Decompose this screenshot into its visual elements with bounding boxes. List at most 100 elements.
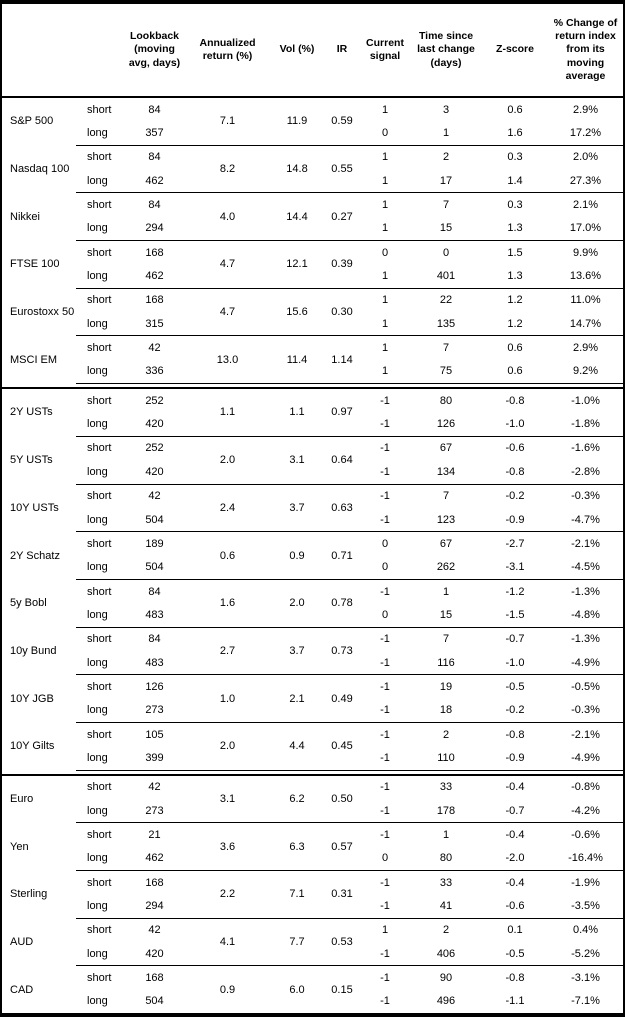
time-since-change-value: 90 [439,972,453,985]
pct-change-value: -3.5% [571,900,600,913]
group-divider [76,287,623,289]
group-divider [76,435,623,437]
leg-label: short [87,924,112,937]
zscore-value: -3.1 [505,561,525,574]
ir-value: 0.55 [331,163,353,176]
time-since-change-value: 0 [442,246,450,259]
ir-value: 0.59 [331,115,353,128]
annualized-return-value: 3.6 [219,840,236,853]
time-since-change-value: 80 [439,852,453,865]
zscore-value: 1.3 [507,222,523,235]
lookback-value: 294 [145,222,164,235]
lookback-value: 42 [148,342,161,355]
section-currencies: Euro short 42 -1 33 -0.4 -0.8% long 273 -1 178 -0.7… [2,776,623,1013]
lookback-value: 252 [145,442,164,455]
time-since-change-value: 15 [439,222,453,235]
group-divider [76,965,623,967]
lookback-value: 504 [145,995,164,1008]
zscore-value: 1.2 [507,294,523,307]
ir-value: 0.57 [331,840,353,853]
signal-value: -1 [380,513,390,526]
lookback-value: 315 [145,317,164,330]
signal-value: -1 [380,656,390,669]
ir-value: 0.71 [331,549,353,562]
annualized-return-value: 2.0 [219,454,236,467]
asset-group: AUD short 42 1 2 0.1 0.4% long 420 -1 406 -0.5 -5.2%… [2,919,623,966]
signal-value: 1 [381,365,389,378]
pct-change-value: -16.4% [568,852,603,865]
pct-change-value: -0.5% [571,680,600,693]
lookback-value: 84 [148,199,161,212]
asset-group: 5Y USTs short 252 -1 67 -0.6 -1.6% long 420 -1 134… [2,437,623,484]
time-since-change-value: 406 [436,947,456,960]
lookback-value: 462 [145,174,164,187]
time-since-change-value: 110 [437,751,455,764]
signal-value: 1 [381,222,389,235]
lookback-value: 105 [145,728,164,741]
lookback-value: 84 [148,585,161,598]
asset-name: CAD [10,983,34,996]
asset-name: S&P 500 [10,115,54,128]
header-vol: Vol (%) [279,43,315,56]
pct-change-value: 13.6% [569,270,602,283]
signal-value: -1 [380,828,390,841]
annualized-return-value: 2.7 [219,644,236,657]
asset-group: 10y Bund short 84 -1 7 -0.7 -1.3% long 483 -1 116 -… [2,628,623,675]
signal-value: 0 [381,537,389,550]
pct-change-value: -1.3% [571,633,600,646]
zscore-value: -0.8 [505,728,525,741]
group-divider [76,192,623,194]
zscore-value: -0.9 [505,751,525,764]
leg-label: short [87,585,112,598]
group-divider [76,674,623,676]
vol-value: 14.8 [286,163,308,176]
leg-label: short [87,828,112,841]
time-since-change-value: 1 [442,127,450,140]
vol-value: 3.7 [289,644,305,657]
time-since-change-value: 178 [436,804,456,817]
lookback-value: 168 [145,246,164,259]
header-ir: IR [336,43,348,56]
annualized-return-value: 1.0 [219,692,236,705]
leg-label: short [87,294,112,307]
signal-value: -1 [380,751,390,764]
pct-change-value: -5.2% [571,947,600,960]
zscore-value: 1.3 [507,270,523,283]
ir-value: 0.15 [331,983,353,996]
asset-name: 5y Bobl [10,597,47,610]
leg-label: long [87,656,108,669]
zscore-value: -1.1 [505,995,525,1008]
zscore-value: 0.6 [507,103,523,116]
signal-value: 0 [381,246,389,259]
time-since-change-value: 2 [442,924,450,937]
zscore-value: 0.3 [507,151,523,164]
vol-value: 6.2 [289,792,305,805]
pct-change-value: -1.0% [571,394,600,407]
asset-group: Nikkei short 84 1 7 0.3 2.1% long 294 1 15 1.3 17.0%… [2,193,623,240]
leg-label: long [87,317,108,330]
zscore-value: 0.6 [507,365,523,378]
pct-change-value: -4.5% [571,561,600,574]
vol-value: 15.6 [286,306,308,319]
time-since-change-value: 134 [436,465,456,478]
asset-name: Sterling [10,888,48,901]
leg-label: long [87,174,108,187]
asset-name: Nasdaq 100 [10,163,70,176]
leg-label: long [87,947,108,960]
pct-change-value: 2.9% [572,342,599,355]
header-time-since-change: Time since last change (days) [417,30,475,69]
signal-value: -1 [380,900,390,913]
signal-value: -1 [380,394,390,407]
lookback-value: 126 [145,680,164,693]
signal-value: 1 [381,174,389,187]
header-zscore: Z-score [496,43,534,56]
section-divider [2,387,623,390]
leg-label: short [87,633,112,646]
time-since-change-value: 3 [442,103,450,116]
zscore-value: -0.5 [505,947,525,960]
lookback-value: 462 [145,852,164,865]
pct-change-value: -4.7% [571,513,600,526]
ir-value: 0.45 [331,740,353,753]
lookback-value: 252 [145,394,164,407]
leg-label: long [87,852,108,865]
